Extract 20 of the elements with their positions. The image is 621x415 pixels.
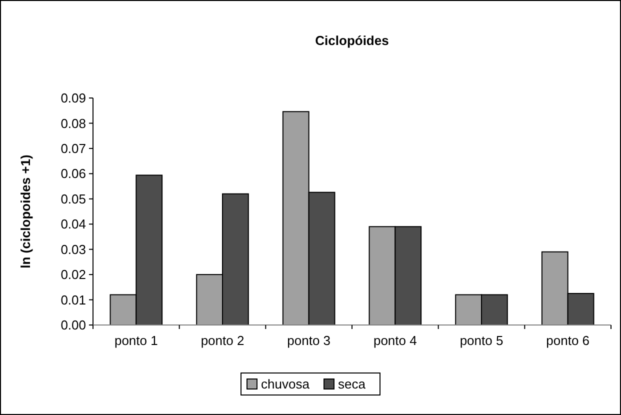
x-tick-label: ponto 4 <box>373 333 417 348</box>
y-tick-label: 0.02 <box>60 267 86 282</box>
y-tick-label: 0.03 <box>60 242 86 257</box>
y-tick-label: 0.08 <box>60 116 86 131</box>
x-tick-label: ponto 3 <box>287 333 331 348</box>
y-tick-label: 0.05 <box>60 191 86 206</box>
chart-title: Ciclopóides <box>315 33 389 48</box>
x-tick-label: ponto 5 <box>460 333 504 348</box>
y-tick-label: 0.00 <box>60 318 86 333</box>
y-axis-title: ln (ciclopoides +1) <box>18 154 33 268</box>
legend-label: chuvosa <box>261 376 310 392</box>
y-tick-label: 0.09 <box>60 90 86 106</box>
x-tick-label: ponto 2 <box>200 333 244 348</box>
x-tick-label: ponto 6 <box>546 333 590 348</box>
y-tick-label: 0.07 <box>60 140 86 156</box>
y-tick-label: 0.06 <box>60 166 86 182</box>
legend-label: seca <box>338 376 366 392</box>
y-tick-label: 0.04 <box>60 216 86 232</box>
x-tick-label: ponto 1 <box>114 333 158 348</box>
y-tick-label: 0.01 <box>60 292 86 308</box>
